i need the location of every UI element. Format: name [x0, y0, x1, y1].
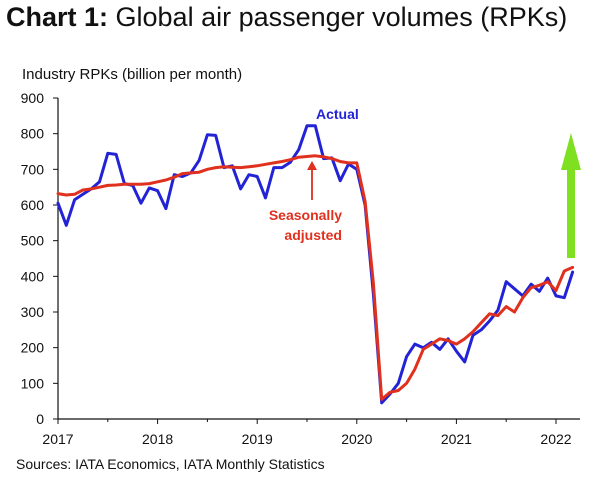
y-tick-label: 600 — [21, 197, 45, 213]
chart-title-rest: Global air passenger volumes (RPKs) — [108, 2, 568, 32]
y-tick-label: 700 — [21, 161, 45, 177]
y-tick-label: 800 — [21, 126, 45, 142]
chart-title-bold: Chart 1: — [6, 2, 109, 32]
series-actual-line — [56, 124, 575, 405]
series-lines — [56, 124, 575, 405]
y-axis: 0 100 200 300 400 500 600 700 800 900 — [21, 90, 59, 427]
annotation-adjusted: adjusted — [284, 227, 342, 243]
green-arrow-shaft — [567, 168, 575, 258]
y-tick-label: 200 — [21, 340, 45, 356]
annotations: Actual Seasonally adjusted — [269, 106, 581, 258]
x-tick-label: 2021 — [441, 431, 472, 447]
sa-pointer-head — [307, 161, 317, 170]
series-seasonally-adjusted-line — [56, 154, 575, 401]
y-axis-label: Industry RPKs (billion per month) — [22, 66, 243, 83]
x-tick-label: 2017 — [42, 431, 73, 447]
annotation-seasonally: Seasonally — [269, 207, 342, 223]
green-arrow-head — [561, 133, 581, 170]
x-tick-label: 2018 — [142, 431, 173, 447]
x-tick-label: 2019 — [242, 431, 273, 447]
y-tick-label: 400 — [21, 268, 45, 284]
x-tick-label: 2020 — [341, 431, 372, 447]
y-tick-label: 300 — [21, 304, 45, 320]
annotation-actual: Actual — [316, 106, 359, 122]
chart-title: Chart 1: Global air passenger volumes (R… — [6, 2, 567, 33]
x-tick-label: 2022 — [540, 431, 571, 447]
y-tick-label: 0 — [36, 411, 44, 427]
y-tick-label: 100 — [21, 375, 45, 391]
y-tick-label: 900 — [21, 90, 45, 106]
x-axis: 2017 2018 2019 2020 2021 2022 — [42, 418, 580, 447]
y-tick-label: 500 — [21, 233, 45, 249]
source-note: Sources: IATA Economics, IATA Monthly St… — [16, 456, 325, 472]
